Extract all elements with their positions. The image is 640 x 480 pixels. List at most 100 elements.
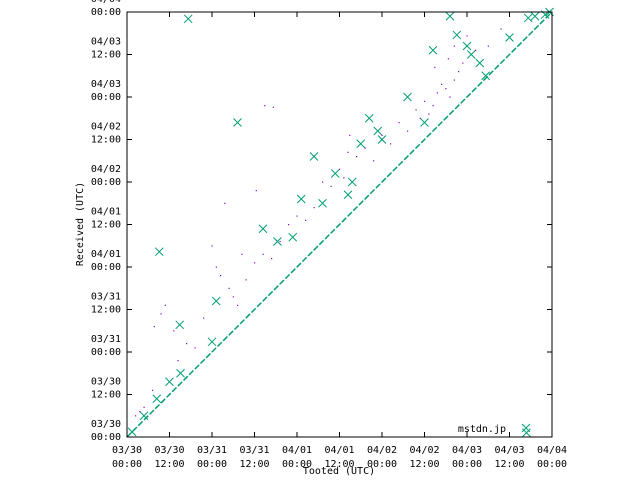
data-point-dot (313, 207, 315, 209)
y-tick-label-date: 04/02 (91, 122, 121, 133)
data-point-dot (347, 151, 349, 153)
data-point-dot (245, 279, 247, 281)
x-tick-label-date: 03/31 (197, 445, 227, 456)
data-point-dot (228, 287, 230, 289)
x-marker-stroke (165, 377, 174, 387)
legend-marker-icon (521, 423, 531, 433)
x-marker-stroke (521, 423, 531, 433)
data-point-dot (152, 389, 154, 391)
x-marker-stroke (127, 427, 137, 437)
y-tick-label-date: 03/31 (91, 334, 121, 345)
data-point-x (530, 11, 540, 21)
x-marker-stroke (139, 411, 149, 421)
data-point-dot (330, 185, 332, 187)
data-point-x (233, 118, 242, 127)
x-marker-stroke (330, 169, 340, 178)
y-tick-label-time: 12:00 (91, 135, 121, 146)
x-marker-stroke (154, 247, 164, 257)
data-point-x (343, 190, 353, 200)
data-point-x (475, 58, 485, 68)
x-marker-stroke (364, 113, 374, 123)
x-marker-stroke (377, 135, 387, 144)
x-marker-stroke (175, 320, 185, 330)
x-marker-stroke (207, 337, 217, 347)
data-point-dot (487, 45, 489, 47)
data-point-dot (428, 113, 430, 115)
x-marker-stroke (347, 177, 357, 187)
data-point-x (523, 13, 533, 23)
data-point-x (377, 135, 387, 144)
data-point-x (175, 320, 185, 330)
data-point-dot (211, 245, 213, 247)
data-point-dot (288, 224, 290, 226)
data-point-dot (466, 35, 468, 37)
x-marker-stroke (183, 14, 193, 24)
data-point-x (288, 232, 298, 242)
x-tick-label-time: 00:00 (452, 459, 482, 470)
x-marker-stroke (211, 296, 221, 306)
data-point-x (165, 377, 174, 387)
data-point-x (183, 14, 193, 24)
data-point-dot (500, 28, 502, 30)
y-tick-label-time: 12:00 (91, 305, 121, 316)
x-marker-stroke (318, 198, 327, 208)
data-point-x (428, 45, 438, 55)
x-marker-stroke (475, 58, 485, 68)
data-point-dot (203, 317, 205, 319)
x-tick-label-time: 00:00 (112, 459, 142, 470)
data-point-dot (262, 253, 264, 255)
y-tick-label-date: 04/01 (91, 249, 121, 260)
y-tick-label-time: 00:00 (91, 262, 121, 273)
data-point-dot (135, 415, 137, 417)
data-point-dot (272, 106, 274, 108)
x-tick-label-date: 03/30 (112, 445, 142, 456)
x-tick-label-time: 12:00 (154, 459, 184, 470)
data-point-dot (432, 105, 434, 107)
data-point-dot (390, 143, 392, 145)
x-marker-stroke (343, 190, 353, 200)
data-point-dot (241, 253, 243, 255)
x-tick-label-date: 04/02 (409, 445, 439, 456)
x-marker-stroke (176, 368, 185, 378)
data-point-dot (237, 304, 239, 306)
y-tick-label-time: 00:00 (91, 432, 121, 443)
data-point-x (139, 411, 149, 421)
data-point-x (403, 92, 412, 102)
x-tick-label-time: 00:00 (282, 459, 312, 470)
data-point-x (318, 198, 327, 208)
data-point-dot (232, 296, 234, 298)
y-tick-label-time: 12:00 (91, 220, 121, 231)
x-marker-stroke (462, 41, 472, 51)
data-point-x (364, 113, 374, 123)
data-point-dot (436, 92, 438, 94)
data-point-x (466, 50, 476, 59)
data-point-dot (364, 147, 366, 149)
x-marker-stroke (481, 71, 491, 81)
x-tick-label-date: 04/04 (537, 445, 567, 456)
y-tick-label-date: 04/01 (91, 207, 121, 218)
data-point-dot (373, 160, 375, 162)
y-tick-label-date: 03/31 (91, 292, 121, 303)
data-point-x (505, 33, 514, 42)
data-point-x (452, 30, 462, 40)
x-marker-stroke (522, 428, 531, 438)
data-point-dot (160, 313, 162, 315)
data-point-dot (305, 219, 307, 221)
x-tick-label-time: 00:00 (537, 459, 567, 470)
data-point-x (273, 237, 282, 246)
legend-label: mstdn.jp (458, 424, 506, 435)
x-marker-stroke (530, 11, 540, 21)
data-point-x (207, 337, 217, 347)
data-point-x (258, 224, 268, 234)
x-tick-label-date: 04/01 (282, 445, 312, 456)
data-point-dot (356, 156, 358, 158)
data-point-dot (186, 343, 188, 345)
data-point-dot (215, 266, 217, 268)
x-tick-label-date: 04/02 (367, 445, 397, 456)
data-point-dot (173, 330, 175, 332)
data-point-dot (254, 262, 256, 264)
data-point-x (330, 169, 340, 178)
x-marker-stroke (258, 224, 268, 234)
data-point-dot (220, 275, 222, 277)
data-point-dot (381, 134, 383, 136)
